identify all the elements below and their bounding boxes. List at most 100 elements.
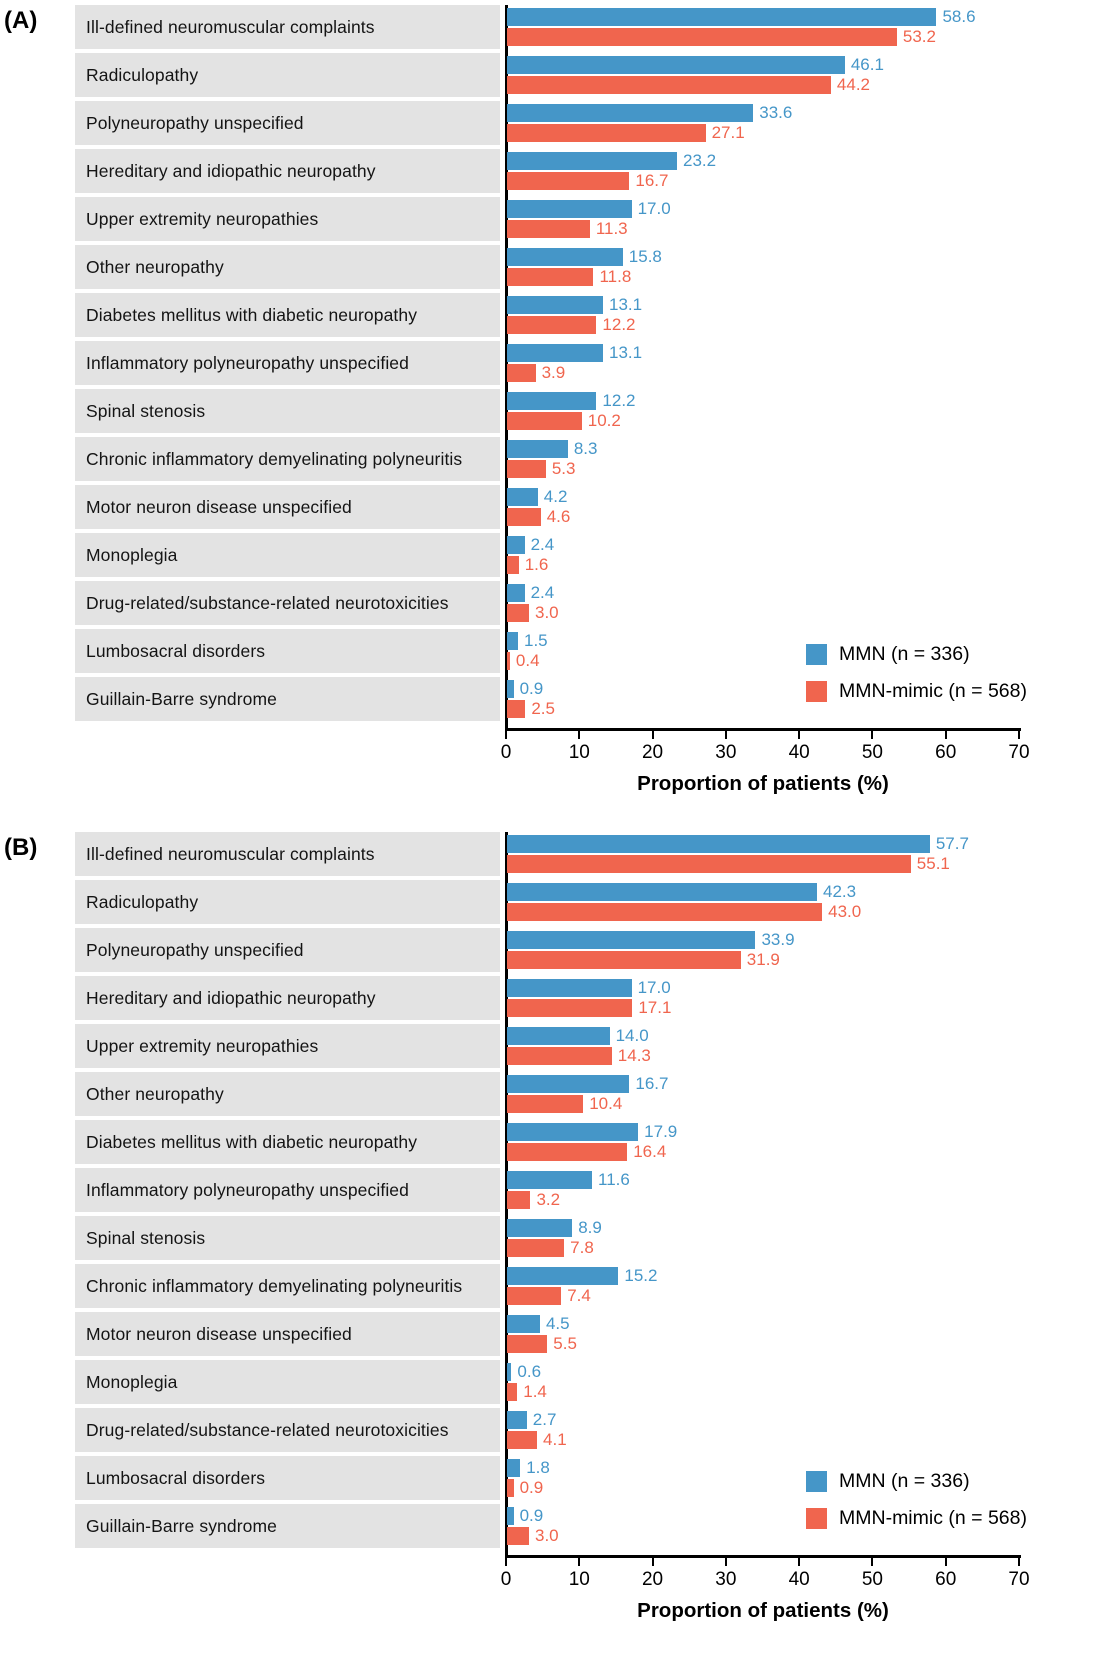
bar-line-mmn: 15.2 (507, 1266, 1020, 1285)
axis-tick-label: 0 (500, 742, 512, 763)
bar-group: 33.9 31.9 (507, 928, 1020, 972)
bar-line-mimic: 44.2 (507, 75, 1020, 94)
axis-tick (505, 1557, 507, 1566)
value-label-mmn: 13.1 (609, 343, 643, 362)
legend-label-mmn: MMN (n = 336) (839, 1470, 970, 1492)
value-label-mmn: 13.1 (609, 295, 643, 314)
category-label: Monoplegia (75, 1360, 500, 1404)
category-label: Radiculopathy (75, 53, 500, 97)
value-label-mimic: 10.4 (589, 1094, 623, 1113)
bar-mmn (507, 1315, 540, 1333)
axis-tick (578, 1557, 581, 1566)
bar-mmn (507, 931, 756, 949)
bar-mmn (507, 883, 817, 901)
value-label-mmn: 2.4 (530, 583, 555, 602)
legend-row-mmn: MMN (n = 336) (806, 643, 1027, 666)
bar-group: 57.7 55.1 (507, 832, 1020, 876)
category-row: Monoplegia 2.4 1.6 (75, 533, 1095, 577)
bar-mimic (507, 652, 510, 670)
category-label: Other neuropathy (75, 245, 500, 289)
value-label-mimic: 3.9 (541, 363, 566, 382)
bar-line-mimic: 10.4 (507, 1094, 1020, 1113)
bar-mimic (507, 1191, 531, 1209)
axis-tick-label: 60 (935, 1569, 957, 1590)
bar-mimic (507, 951, 741, 969)
axis-tick (651, 730, 654, 739)
bar-mmn (507, 8, 937, 26)
bar-line-mmn: 17.9 (507, 1122, 1020, 1141)
bar-line-mmn: 0.6 (507, 1362, 1020, 1381)
bar-line-mmn: 11.6 (507, 1170, 1020, 1189)
axis-tick (798, 730, 801, 739)
category-row: Guillain-Barre syndrome 0.9 3.0 (75, 1504, 1095, 1548)
category-row: Motor neuron disease unspecified 4.2 4.6 (75, 485, 1095, 529)
bar-mmn (507, 1267, 619, 1285)
category-label: Diabetes mellitus with diabetic neuropat… (75, 293, 500, 337)
category-row: Radiculopathy 46.1 44.2 (75, 53, 1095, 97)
bar-mmn (507, 440, 568, 458)
bar-group: 46.1 44.2 (507, 53, 1020, 97)
axis-tick-label: 40 (788, 1569, 810, 1590)
legend-swatch-mmn-icon (806, 1471, 827, 1492)
axis-tick-label: 20 (641, 742, 664, 763)
category-label: Hereditary and idiopathic neuropathy (75, 149, 500, 193)
axis-tick (724, 1557, 727, 1566)
axis-tick-label: 50 (861, 742, 883, 763)
bar-line-mimic: 43.0 (507, 902, 1020, 921)
bar-mmn (507, 1075, 630, 1093)
value-label-mmn: 1.5 (523, 631, 548, 650)
axis-tick-label: 30 (715, 1569, 737, 1590)
x-axis-line (505, 728, 1021, 731)
bar-line-mimic: 7.4 (507, 1286, 1020, 1305)
category-label: Hereditary and idiopathic neuropathy (75, 976, 500, 1020)
axis-tick-label: 30 (715, 742, 737, 763)
bar-group: 4.2 4.6 (507, 485, 1020, 529)
value-label-mmn: 14.0 (615, 1026, 649, 1045)
bar-mimic (507, 1431, 538, 1449)
axis-tick-label: 0 (500, 1569, 512, 1590)
bar-line-mimic: 53.2 (507, 27, 1020, 46)
category-row: Polyneuropathy unspecified 33.6 27.1 (75, 101, 1095, 145)
value-label-mmn: 17.0 (637, 199, 671, 218)
panel-a: (A) Ill-defined neuromuscular complaints… (0, 5, 1095, 796)
bar-group: 14.0 14.3 (507, 1024, 1020, 1068)
category-label: Drug-related/substance-related neurotoxi… (75, 1408, 500, 1452)
bar-mimic (507, 316, 597, 334)
category-label: Monoplegia (75, 533, 500, 577)
bar-group: 11.6 3.2 (507, 1168, 1020, 1212)
x-axis-line (505, 1555, 1021, 1558)
bar-line-mimic: 7.8 (507, 1238, 1020, 1257)
bar-mmn (507, 392, 597, 410)
value-label-mimic: 10.2 (587, 411, 621, 430)
category-label: Drug-related/substance-related neurotoxi… (75, 581, 500, 625)
bar-line-mmn: 0.9 (507, 1506, 1020, 1525)
category-row: Polyneuropathy unspecified 33.9 31.9 (75, 928, 1095, 972)
legend: MMN (n = 336) MMN-mimic (n = 568) (806, 643, 1027, 703)
category-row: Inflammatory polyneuropathy unspecified 1… (75, 1168, 1095, 1212)
category-row: Chronic inflammatory demyelinating polyn… (75, 437, 1095, 481)
bar-line-mmn: 23.2 (507, 151, 1020, 170)
category-row: Chronic inflammatory demyelinating polyn… (75, 1264, 1095, 1308)
value-label-mmn: 15.2 (624, 1266, 658, 1285)
legend-swatch-mmn-icon (806, 644, 827, 665)
bar-group: 0.9 2.5 (507, 677, 1020, 721)
bar-line-mmn: 1.8 (507, 1458, 1020, 1477)
bar-group: 17.0 11.3 (507, 197, 1020, 241)
category-row: Ill-defined neuromuscular complaints 58.6… (75, 5, 1095, 49)
category-row: Diabetes mellitus with diabetic neuropat… (75, 293, 1095, 337)
category-label: Radiculopathy (75, 880, 500, 924)
bar-line-mimic: 3.9 (507, 363, 1020, 382)
bar-line-mmn: 0.9 (507, 679, 1020, 698)
bar-group: 2.4 3.0 (507, 581, 1020, 625)
panel-b-label: (B) (4, 834, 38, 861)
bar-mimic (507, 460, 546, 478)
value-label-mimic: 7.4 (567, 1286, 591, 1305)
bar-line-mimic: 0.9 (507, 1478, 1020, 1497)
bar-mmn (507, 536, 525, 554)
bar-mimic (507, 1479, 514, 1497)
value-label-mimic: 3.2 (536, 1190, 561, 1209)
value-label-mmn: 4.2 (543, 487, 568, 506)
value-label-mimic: 17.1 (638, 998, 672, 1017)
axis-tick-label: 20 (641, 1569, 664, 1590)
bar-group: 42.3 43.0 (507, 880, 1020, 924)
